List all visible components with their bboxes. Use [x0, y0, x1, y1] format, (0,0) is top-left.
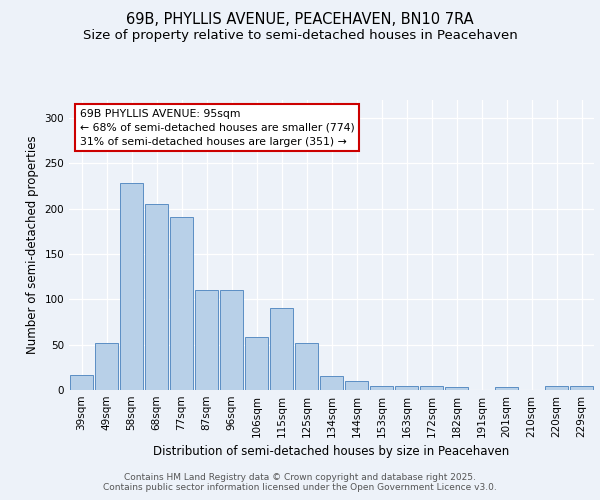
Bar	[495, 388, 518, 390]
Bar	[420, 386, 443, 390]
Text: 69B, PHYLLIS AVENUE, PEACEHAVEN, BN10 7RA: 69B, PHYLLIS AVENUE, PEACEHAVEN, BN10 7R…	[126, 12, 474, 28]
Bar	[170, 217, 193, 390]
Text: 69B PHYLLIS AVENUE: 95sqm
← 68% of semi-detached houses are smaller (774)
31% of: 69B PHYLLIS AVENUE: 95sqm ← 68% of semi-…	[79, 108, 354, 146]
Bar	[145, 204, 168, 390]
Bar	[70, 374, 93, 390]
Bar	[245, 338, 268, 390]
Bar	[445, 388, 468, 390]
Text: Size of property relative to semi-detached houses in Peacehaven: Size of property relative to semi-detach…	[83, 29, 517, 42]
Bar	[320, 376, 343, 390]
Bar	[195, 290, 218, 390]
Bar	[95, 343, 118, 390]
Bar	[545, 386, 568, 390]
Bar	[370, 386, 393, 390]
Text: Contains HM Land Registry data © Crown copyright and database right 2025.
Contai: Contains HM Land Registry data © Crown c…	[103, 473, 497, 492]
Bar	[220, 290, 243, 390]
Bar	[570, 386, 593, 390]
X-axis label: Distribution of semi-detached houses by size in Peacehaven: Distribution of semi-detached houses by …	[154, 446, 509, 458]
Bar	[295, 343, 318, 390]
Bar	[345, 381, 368, 390]
Y-axis label: Number of semi-detached properties: Number of semi-detached properties	[26, 136, 39, 354]
Bar	[120, 184, 143, 390]
Bar	[270, 308, 293, 390]
Bar	[395, 386, 418, 390]
